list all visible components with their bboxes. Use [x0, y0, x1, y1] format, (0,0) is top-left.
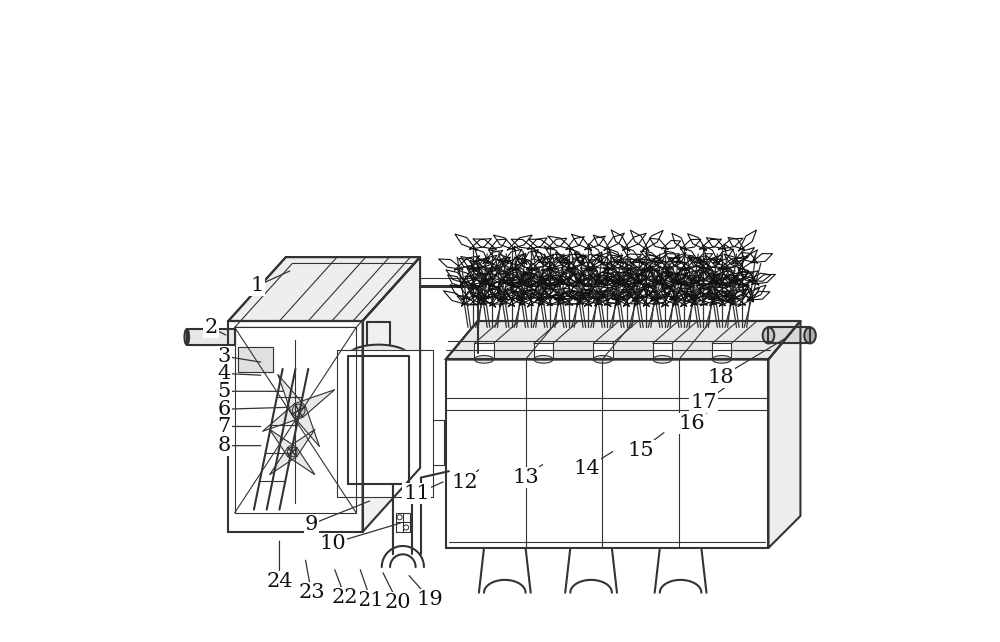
- Polygon shape: [653, 343, 672, 360]
- Polygon shape: [768, 321, 800, 548]
- Ellipse shape: [401, 467, 408, 478]
- Ellipse shape: [375, 430, 382, 440]
- Ellipse shape: [653, 356, 672, 363]
- Ellipse shape: [362, 356, 369, 366]
- Polygon shape: [337, 350, 433, 497]
- Ellipse shape: [348, 474, 409, 494]
- Ellipse shape: [593, 356, 613, 363]
- Ellipse shape: [375, 393, 382, 403]
- Polygon shape: [187, 329, 235, 345]
- Ellipse shape: [349, 449, 356, 459]
- Text: 13: 13: [512, 468, 539, 487]
- Ellipse shape: [375, 467, 382, 478]
- Polygon shape: [446, 321, 800, 360]
- Ellipse shape: [184, 329, 189, 345]
- Polygon shape: [288, 429, 315, 456]
- Ellipse shape: [349, 467, 356, 478]
- Text: 7: 7: [217, 417, 230, 436]
- Text: 9: 9: [305, 515, 318, 534]
- Ellipse shape: [292, 404, 305, 417]
- Polygon shape: [363, 257, 420, 532]
- Text: 16: 16: [678, 414, 705, 433]
- Text: 24: 24: [266, 572, 293, 591]
- Ellipse shape: [388, 467, 395, 478]
- Ellipse shape: [375, 412, 382, 422]
- Text: 18: 18: [707, 368, 734, 386]
- Ellipse shape: [401, 356, 408, 366]
- Polygon shape: [348, 356, 409, 484]
- Text: 23: 23: [298, 583, 325, 602]
- Polygon shape: [396, 513, 410, 532]
- Polygon shape: [263, 404, 303, 431]
- Ellipse shape: [348, 345, 409, 368]
- Text: 12: 12: [452, 473, 478, 492]
- Ellipse shape: [349, 356, 356, 366]
- Ellipse shape: [349, 430, 356, 440]
- Text: 8: 8: [217, 436, 230, 455]
- Text: 2: 2: [204, 318, 218, 337]
- Ellipse shape: [388, 374, 395, 385]
- Ellipse shape: [362, 374, 369, 385]
- Polygon shape: [446, 321, 800, 360]
- Ellipse shape: [804, 327, 816, 343]
- Ellipse shape: [388, 449, 395, 459]
- Text: 3: 3: [217, 347, 231, 366]
- Ellipse shape: [401, 393, 408, 403]
- Ellipse shape: [712, 356, 731, 363]
- Text: 4: 4: [217, 364, 230, 383]
- Polygon shape: [446, 360, 768, 548]
- Ellipse shape: [388, 430, 395, 440]
- Ellipse shape: [362, 430, 369, 440]
- Ellipse shape: [388, 356, 395, 366]
- Polygon shape: [474, 343, 494, 360]
- Ellipse shape: [362, 449, 369, 459]
- Polygon shape: [270, 447, 297, 474]
- Polygon shape: [228, 321, 363, 532]
- Text: 21: 21: [358, 591, 384, 610]
- Ellipse shape: [287, 447, 297, 457]
- Ellipse shape: [349, 412, 356, 422]
- Ellipse shape: [375, 449, 382, 459]
- Text: 17: 17: [690, 394, 717, 412]
- Text: 10: 10: [319, 534, 346, 553]
- Polygon shape: [712, 343, 731, 360]
- Ellipse shape: [362, 467, 369, 478]
- Ellipse shape: [362, 393, 369, 403]
- Ellipse shape: [474, 356, 494, 363]
- Polygon shape: [593, 343, 613, 360]
- Text: 6: 6: [217, 400, 230, 419]
- Text: 11: 11: [404, 484, 430, 503]
- Polygon shape: [228, 257, 420, 321]
- Ellipse shape: [401, 412, 408, 422]
- Text: 19: 19: [416, 589, 443, 609]
- Polygon shape: [288, 447, 315, 474]
- Ellipse shape: [401, 430, 408, 440]
- Text: 20: 20: [384, 593, 411, 612]
- Ellipse shape: [388, 393, 395, 403]
- Polygon shape: [270, 429, 297, 456]
- Text: 15: 15: [627, 440, 654, 460]
- Ellipse shape: [375, 356, 382, 366]
- Text: 1: 1: [250, 276, 264, 295]
- Ellipse shape: [401, 374, 408, 385]
- Text: 14: 14: [573, 458, 600, 478]
- Text: 5: 5: [217, 382, 230, 401]
- Ellipse shape: [349, 393, 356, 403]
- Polygon shape: [228, 257, 420, 321]
- Polygon shape: [292, 406, 319, 446]
- Text: 22: 22: [332, 588, 359, 607]
- Polygon shape: [768, 327, 810, 343]
- Ellipse shape: [349, 374, 356, 385]
- Ellipse shape: [375, 374, 382, 385]
- Ellipse shape: [534, 356, 553, 363]
- Ellipse shape: [763, 327, 774, 343]
- Ellipse shape: [362, 412, 369, 422]
- Polygon shape: [295, 390, 335, 417]
- Ellipse shape: [388, 412, 395, 422]
- Polygon shape: [534, 343, 553, 360]
- Polygon shape: [278, 374, 306, 415]
- Ellipse shape: [401, 449, 408, 459]
- Polygon shape: [238, 347, 273, 372]
